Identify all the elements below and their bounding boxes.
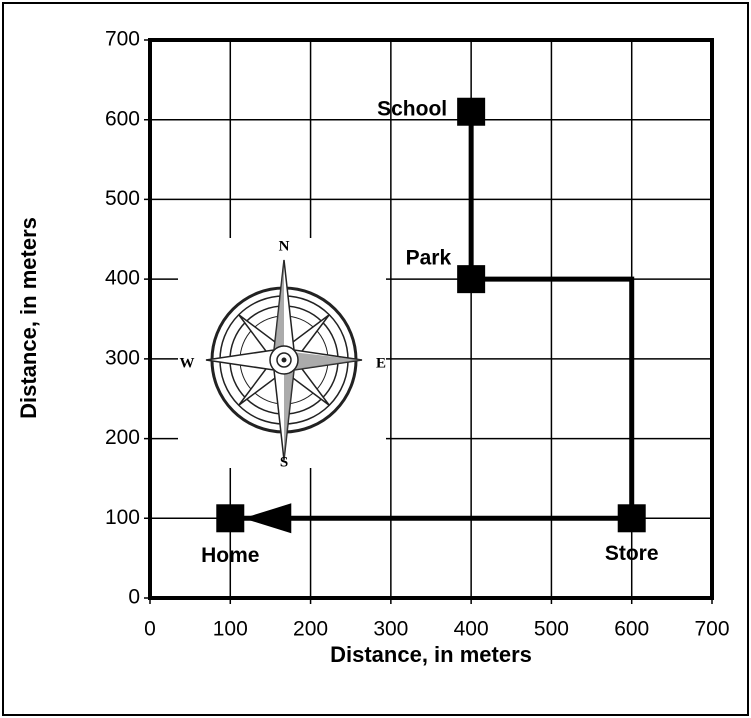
point-marker	[617, 504, 646, 533]
route-arrow	[243, 503, 292, 534]
y-tick-label: 400	[105, 267, 140, 290]
route-segment	[471, 276, 635, 519]
y-axis-title: Distance, in meters	[16, 217, 41, 419]
x-axis-title: Distance, in meters	[330, 642, 532, 667]
point-label: Store	[605, 542, 659, 565]
x-tick-label: 600	[614, 618, 649, 641]
compass-s: S	[280, 454, 288, 470]
x-tick-label: 200	[293, 618, 328, 641]
x-tick-label: 0	[144, 618, 156, 641]
y-tick-label: 200	[105, 426, 140, 449]
compass-rose	[205, 259, 363, 461]
plot-frame	[148, 38, 714, 600]
y-tick-label: 500	[105, 187, 140, 210]
y-tick-label: 600	[105, 107, 140, 130]
x-tick-label: 100	[213, 618, 248, 641]
point-label: Home	[201, 544, 259, 567]
x-tick-label: 500	[534, 618, 569, 641]
x-tick-label: 300	[373, 618, 408, 641]
plot: School Park Store Home	[201, 97, 658, 567]
point-label: Park	[406, 247, 452, 270]
compass-e: E	[376, 355, 386, 371]
point-marker	[457, 265, 486, 294]
y-tick-label: 300	[105, 346, 140, 369]
y-tick-label: 700	[105, 28, 140, 51]
x-tick-label: 400	[454, 618, 489, 641]
compass-w: W	[180, 355, 195, 371]
y-tick-label: 0	[128, 586, 140, 609]
compass-n: N	[279, 238, 290, 254]
compass: N E S W	[178, 238, 386, 470]
y-tick-label: 100	[105, 506, 140, 529]
x-tick-label: 700	[694, 618, 729, 641]
point-label: School	[377, 97, 447, 120]
point-marker	[457, 97, 486, 126]
point-marker	[216, 504, 245, 533]
